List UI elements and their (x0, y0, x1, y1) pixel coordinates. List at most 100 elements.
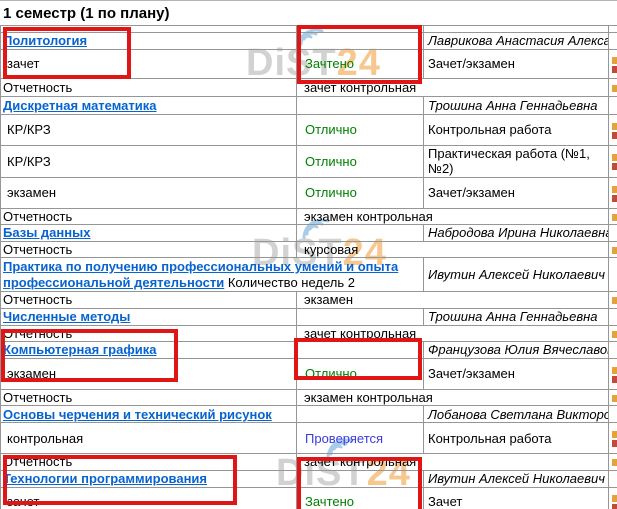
clipped-cell (609, 97, 617, 115)
empty-cell (609, 26, 617, 33)
clipped-cell (609, 389, 617, 405)
clipped-cell (609, 241, 617, 257)
semester-title: 1 семестр (1 по плану) (0, 1, 617, 25)
teacher-name: Лобанова Светлана Викторо (424, 406, 609, 423)
work-type: Зачет/экзамен (424, 358, 609, 389)
clipped-column-fragment (612, 132, 617, 139)
report-label: Отчетность (1, 79, 297, 97)
subject-link[interactable]: Базы данных (3, 225, 90, 240)
clipped-column-fragment (612, 440, 617, 447)
empty-grade-cell (297, 341, 424, 358)
grade-value: Проверяется (297, 423, 424, 454)
subject-link[interactable]: Технологии программирования (3, 471, 207, 486)
subject-link[interactable]: Дискретная математика (3, 98, 157, 113)
empty-grade-cell (297, 33, 424, 50)
table-row-subject: Практика по получению профессиональных у… (1, 258, 617, 292)
assessment-type: КР/КРЗ (1, 115, 297, 146)
report-label: Отчетность (1, 454, 297, 470)
work-type: Практическая работа (№1, №2) (424, 146, 609, 178)
clipped-column-fragment (612, 331, 617, 338)
clipped-column-fragment (612, 195, 617, 202)
empty-grade-cell (297, 308, 424, 325)
clipped-column-fragment (612, 504, 617, 509)
subject-link[interactable]: Основы черчения и технический рисунок (3, 407, 272, 422)
table-row-subject: Основы черчения и технический рисунок Лоб… (1, 406, 617, 423)
teacher-name: Трошина Анна Геннадьевна (424, 97, 609, 115)
clipped-cell (609, 406, 617, 423)
report-value: экзамен (297, 292, 609, 308)
clipped-column-fragment (612, 395, 617, 402)
subject-name-cell: Базы данных (1, 224, 297, 241)
assessment-type: экзамен (1, 177, 297, 208)
grade-value: Зачтено (297, 50, 424, 79)
clipped-cell (609, 358, 617, 389)
clipped-cell (609, 50, 617, 79)
subject-name-cell: Технологии программирования (1, 470, 297, 487)
work-type: Контрольная работа (424, 115, 609, 146)
clipped-cell (609, 325, 617, 341)
clipped-cell (609, 79, 617, 97)
teacher-name: Лаврикова Анастасия Алекса (424, 33, 609, 50)
clipped-cell (609, 292, 617, 308)
subject-name-cell: Политология (1, 33, 297, 50)
clipped-column-fragment (612, 154, 617, 161)
assessment-type: контрольная (1, 423, 297, 454)
subject-link[interactable]: Компьютерная графика (3, 342, 156, 357)
clipped-cell (609, 423, 617, 454)
subject-link[interactable]: Численные методы (3, 309, 130, 324)
clipped-column-fragment (612, 214, 617, 221)
clipped-cell (609, 33, 617, 50)
grade-value: Отлично (297, 358, 424, 389)
subject-name-cell: Численные методы (1, 308, 297, 325)
clipped-cell (609, 487, 617, 509)
report-value: экзамен контрольная (297, 389, 609, 405)
grade-value: Отлично (297, 177, 424, 208)
clipped-cell (609, 177, 617, 208)
empty-grade-cell (297, 224, 424, 241)
empty-grade-cell (297, 97, 424, 115)
clipped-cell (609, 115, 617, 146)
assessment-type: КР/КРЗ (1, 146, 297, 178)
empty-cell (424, 26, 609, 33)
table-row-subject: Политология Лаврикова Анастасия Алекса (1, 33, 617, 50)
empty-cell (1, 26, 297, 33)
assessment-type: экзамен (1, 358, 297, 389)
empty-grade-cell (297, 406, 424, 423)
teacher-name: Набродова Ирина Николаевна (424, 224, 609, 241)
subject-name-cell: Практика по получению профессиональных у… (1, 258, 424, 292)
empty-cell (297, 26, 424, 33)
clipped-cell (609, 224, 617, 241)
work-type: Зачет (424, 487, 609, 509)
clipped-cell (609, 454, 617, 470)
teacher-name: Французова Юлия Вячеславов (424, 341, 609, 358)
teacher-name: Ивутин Алексей Николаевич (424, 258, 609, 292)
work-type: Контрольная работа (424, 423, 609, 454)
assessment-type: зачет (1, 487, 297, 509)
clipped-column-fragment (612, 459, 617, 466)
grade-value: Отлично (297, 146, 424, 178)
clipped-column-fragment (612, 186, 617, 193)
table-row-subject: Технологии программирования Ивутин Алексе… (1, 470, 617, 487)
table-row-thin (1, 26, 617, 33)
clipped-column-fragment (612, 57, 617, 64)
clipped-column-fragment (612, 431, 617, 438)
teacher-name: Ивутин Алексей Николаевич (424, 470, 609, 487)
clipped-column-fragment (612, 163, 617, 170)
clipped-cell (609, 146, 617, 178)
report-label: Отчетность (1, 325, 297, 341)
subject-link[interactable]: Политология (3, 33, 87, 48)
subject-suffix-text: Количество недель 2 (224, 275, 355, 290)
